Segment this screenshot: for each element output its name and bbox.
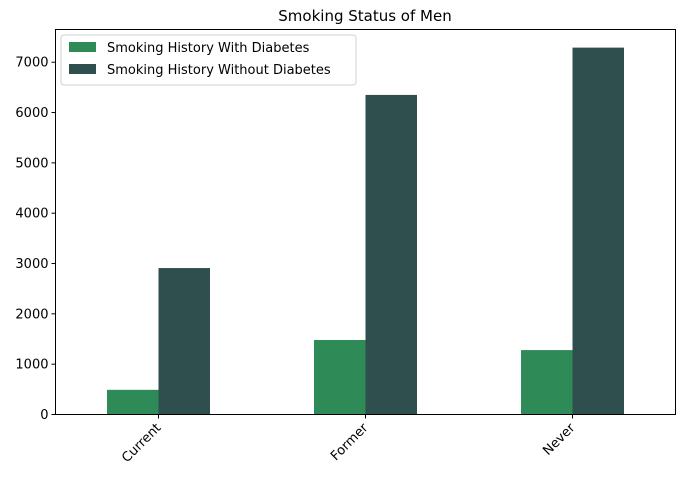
- legend-label: Smoking History With Diabetes: [107, 41, 310, 56]
- y-tick-label: 7000: [15, 56, 48, 71]
- x-tick-label-current: Current: [119, 421, 164, 466]
- x-tick-label-former: Former: [328, 420, 372, 464]
- y-tick-label: 6000: [15, 106, 48, 121]
- x-tick-label-never: Never: [540, 420, 578, 458]
- legend-label: Smoking History Without Diabetes: [107, 63, 331, 78]
- bar-without-diabetes-never: [572, 47, 624, 415]
- x-axis: Current Former Never: [119, 414, 579, 466]
- y-tick-label: 4000: [15, 207, 48, 222]
- legend-swatch: [69, 42, 96, 52]
- legend-swatch: [69, 64, 96, 74]
- bars: [107, 47, 624, 415]
- bar-with-diabetes-former: [314, 340, 366, 415]
- bar-without-diabetes-current: [158, 268, 210, 415]
- y-axis: 0 1000 2000 3000 4000 5000 6000 7000: [15, 56, 56, 423]
- plot-frame: [55, 29, 676, 415]
- y-tick-label: 3000: [15, 257, 48, 272]
- bar-with-diabetes-current: [107, 389, 159, 415]
- y-tick-label: 1000: [15, 358, 48, 373]
- y-tick-label: 5000: [15, 156, 48, 171]
- bar-without-diabetes-former: [365, 94, 417, 415]
- legend-box: [60, 34, 357, 86]
- y-tick-label: 0: [40, 408, 48, 423]
- bar-with-diabetes-never: [521, 350, 573, 415]
- y-tick-label: 2000: [15, 307, 48, 322]
- chart-title: Smoking Status of Men: [278, 7, 451, 25]
- legend: Smoking History With Diabetes Smoking His…: [60, 34, 357, 86]
